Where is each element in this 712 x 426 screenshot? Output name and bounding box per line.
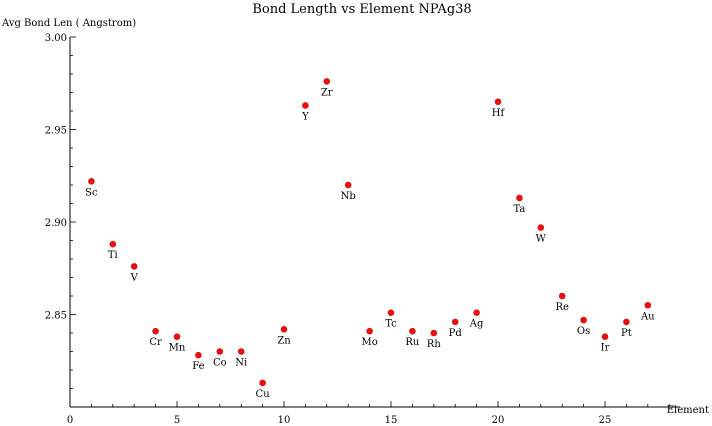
data-point-label: Re: [555, 302, 569, 313]
x-tick-label: 0: [67, 415, 73, 426]
data-point-label: Mo: [361, 337, 377, 348]
data-point-label: Fe: [192, 361, 204, 372]
data-point-label: Pt: [621, 328, 632, 339]
data-point: [430, 329, 438, 337]
data-point: [344, 181, 352, 189]
data-point-label: Pd: [449, 328, 463, 339]
data-point-label: Ir: [601, 343, 610, 354]
data-point-label: Ti: [108, 250, 118, 261]
data-point: [130, 263, 138, 270]
data-point: [173, 333, 181, 341]
data-point-label: Nb: [341, 191, 356, 202]
data-point: [323, 78, 331, 85]
data-point: [109, 240, 117, 248]
data-point-label: Tc: [385, 319, 397, 330]
data-point: [409, 327, 416, 335]
data-point: [152, 327, 159, 335]
data-point: [537, 224, 545, 231]
x-tick-label: 10: [278, 415, 291, 426]
chart-title: Bond Length vs Element NPAg38: [252, 2, 471, 17]
data-point: [516, 194, 523, 202]
data-point-label: Os: [577, 326, 590, 337]
data-point: [623, 318, 630, 326]
data-point: [259, 379, 266, 387]
data-point: [473, 309, 480, 316]
data-point: [195, 351, 202, 359]
x-tick-label: 5: [174, 415, 180, 426]
data-point: [88, 178, 95, 185]
data-point-label: Ru: [405, 337, 420, 348]
data-point: [494, 98, 502, 106]
x-axis-label: Element: [667, 405, 709, 416]
data-point-label: Y: [301, 111, 309, 122]
data-point: [451, 318, 459, 326]
y-axis-label: Avg Bond Len ( Angstrom): [1, 18, 136, 29]
axes: 2.85 2.90 2.95 3.00 0 5 10 15 20 25: [45, 33, 680, 426]
data-point-label: Zr: [321, 87, 333, 98]
data-point-label: W: [536, 234, 547, 245]
data-point-label: Co: [213, 358, 227, 369]
data-point: [601, 333, 609, 341]
data-point-label: Ta: [513, 204, 525, 215]
data-point: [644, 301, 652, 309]
data-point-label: Mn: [169, 343, 186, 354]
x-tick-label: 15: [385, 415, 398, 426]
data-point-label: Cr: [149, 337, 162, 348]
data-point: [280, 326, 288, 333]
data-point-label: Sc: [85, 187, 98, 198]
data-point-label: Cu: [256, 389, 271, 400]
data-point: [366, 327, 373, 335]
data-point-label: Zn: [277, 335, 291, 346]
data-point: [558, 292, 566, 300]
data-point: [216, 348, 224, 355]
data-point-label: Rh: [427, 339, 442, 350]
data-point-label: Ag: [469, 319, 484, 330]
data-point: [237, 348, 245, 355]
data-point: [387, 309, 395, 316]
data-point-label: Au: [640, 311, 655, 322]
data-point-label: Hf: [492, 108, 506, 119]
x-tick-label: 20: [492, 415, 505, 426]
data-points: Sc Ti V Cr Mn Fe Co Ni Cu Zn Y Zr Nb Mo Tc Ru Rh Pd Ag Hf Ta…: [85, 78, 655, 400]
y-tick-label: 2.95: [45, 126, 67, 137]
y-tick-label: 2.90: [45, 218, 67, 229]
y-tick-label: 2.85: [45, 311, 67, 322]
data-point: [302, 102, 309, 109]
data-point: [580, 316, 587, 324]
data-point-label: V: [130, 272, 139, 283]
x-tick-label: 25: [599, 415, 612, 426]
data-point-label: Ni: [235, 358, 247, 369]
y-tick-label: 3.00: [45, 33, 67, 44]
